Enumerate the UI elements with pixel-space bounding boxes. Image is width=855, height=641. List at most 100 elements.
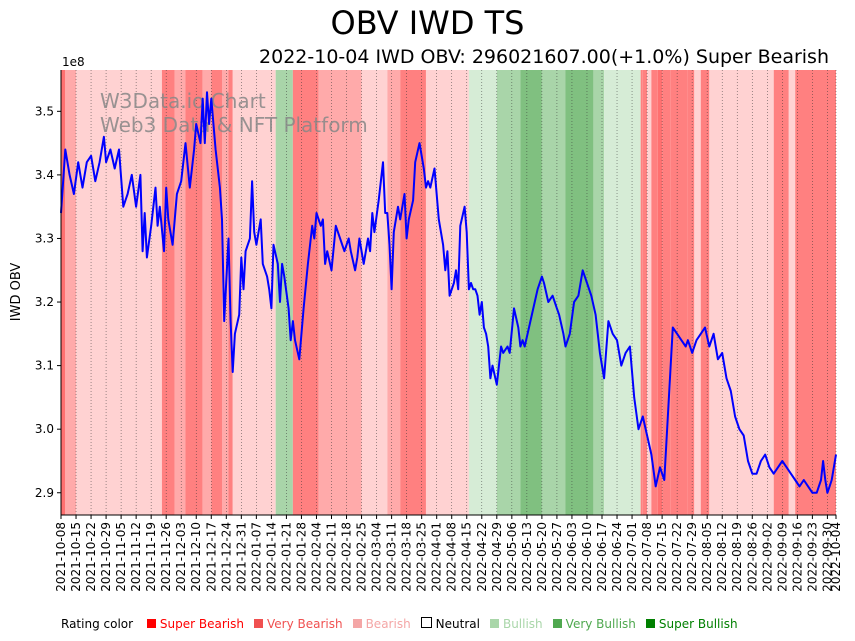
rating-band bbox=[161, 70, 175, 515]
y-tick-label: 2.9 bbox=[35, 486, 54, 500]
legend-label: Very Bullish bbox=[565, 617, 636, 631]
x-tick-label: 2022-02-11 bbox=[324, 522, 338, 592]
rating-band bbox=[211, 70, 223, 515]
x-tick-label: 2021-10-08 bbox=[54, 522, 68, 592]
legend-item: Bullish bbox=[489, 617, 543, 631]
rating-band bbox=[496, 70, 521, 515]
legend-swatch bbox=[146, 619, 156, 628]
rating-band bbox=[642, 70, 648, 515]
rating-band bbox=[387, 70, 401, 515]
x-tick-label: 2022-04-29 bbox=[490, 522, 504, 592]
x-tick-label: 2022-07-01 bbox=[625, 522, 639, 592]
x-tick-label: 2021-12-31 bbox=[234, 522, 248, 592]
x-tick-label: 2022-05-27 bbox=[550, 522, 564, 592]
x-tick-label: 2022-06-03 bbox=[565, 522, 579, 592]
rating-band bbox=[318, 70, 362, 515]
rating-band bbox=[662, 70, 671, 515]
x-tick-label: 2021-11-05 bbox=[114, 522, 128, 592]
y-tick-label: 3.1 bbox=[35, 359, 54, 373]
x-tick-label: 2022-06-24 bbox=[610, 522, 624, 592]
rating-legend: Rating color Super Bearish Very Bearish Be… bbox=[61, 617, 738, 631]
rating-band bbox=[604, 70, 641, 515]
y-multiplier-label: 1e8 bbox=[62, 55, 85, 69]
legend-label: Very Bearish bbox=[266, 617, 343, 631]
rating-band bbox=[361, 70, 388, 515]
rating-band bbox=[687, 70, 695, 515]
x-tick-label: 2021-10-22 bbox=[84, 522, 98, 592]
rating-band bbox=[700, 70, 710, 515]
rating-band bbox=[425, 70, 469, 515]
x-tick-label: 2022-03-18 bbox=[400, 522, 414, 592]
x-tick-label: 2022-08-19 bbox=[730, 522, 744, 592]
x-tick-label: 2022-02-18 bbox=[340, 522, 354, 592]
obv-line bbox=[60, 91, 837, 494]
rating-band bbox=[65, 70, 77, 515]
rating-band bbox=[709, 70, 774, 515]
x-tick-label: 2022-09-16 bbox=[790, 522, 804, 592]
legend-item: Bearish bbox=[352, 617, 411, 631]
legend-item: Super Bullish bbox=[645, 617, 738, 631]
legend-swatch bbox=[253, 619, 263, 628]
x-tick-label: 2022-01-07 bbox=[249, 522, 263, 592]
x-tick-label: 2022-05-13 bbox=[520, 522, 534, 592]
rating-band bbox=[76, 70, 162, 515]
x-tick-label: 2022-01-21 bbox=[279, 522, 293, 592]
x-tick-label: 2021-12-03 bbox=[174, 522, 188, 592]
x-tick-label: 2022-05-20 bbox=[535, 522, 549, 592]
rating-band bbox=[657, 70, 663, 515]
rating-band bbox=[694, 70, 701, 515]
x-tick-label: 2021-12-24 bbox=[219, 522, 233, 592]
legend-item: Very Bearish bbox=[253, 617, 343, 631]
chart-title: OBV IWD TS bbox=[330, 4, 525, 42]
rating-band bbox=[61, 70, 66, 515]
x-tick-label: 2021-12-10 bbox=[189, 522, 203, 592]
rating-band bbox=[400, 70, 426, 515]
legend-item: Super Bearish bbox=[146, 617, 244, 631]
x-tick-label: 2022-03-11 bbox=[385, 522, 399, 592]
x-tick-label: 2021-12-17 bbox=[204, 522, 218, 592]
rating-band bbox=[593, 70, 605, 515]
rating-band bbox=[275, 70, 293, 515]
x-tick-label: 2021-10-29 bbox=[99, 522, 113, 592]
rating-band bbox=[795, 70, 836, 515]
x-tick-label: 2022-06-10 bbox=[580, 522, 594, 592]
x-tick-label: 2022-07-29 bbox=[685, 522, 699, 592]
x-tick-label: 2022-06-17 bbox=[595, 522, 609, 592]
x-tick-label: 2022-08-26 bbox=[745, 522, 759, 592]
rating-band bbox=[640, 70, 643, 515]
x-tick-label: 2022-07-15 bbox=[655, 522, 669, 592]
legend-label: Super Bullish bbox=[658, 617, 738, 631]
legend-swatch bbox=[420, 617, 432, 628]
x-tick-label: 2021-11-12 bbox=[129, 522, 143, 592]
rating-band bbox=[773, 70, 789, 515]
x-tick-label: 2022-09-23 bbox=[805, 522, 819, 592]
watermark-text: W3Data.io Chart bbox=[100, 89, 266, 113]
y-tick-label: 3.2 bbox=[35, 295, 54, 309]
rating-band bbox=[520, 70, 542, 515]
x-tick-label: 2022-04-08 bbox=[445, 522, 459, 592]
rating-band bbox=[647, 70, 652, 515]
rating-band bbox=[788, 70, 796, 515]
x-tick-label: 2022-08-05 bbox=[700, 522, 714, 592]
x-tick-label: 2022-01-28 bbox=[294, 522, 308, 592]
x-tick-label: 2022-08-12 bbox=[715, 522, 729, 592]
x-tick-label: 2022-04-15 bbox=[460, 522, 474, 592]
y-tick-label: 3.4 bbox=[35, 168, 54, 182]
legend-label: Bullish bbox=[502, 617, 543, 631]
legend-swatch bbox=[489, 619, 499, 628]
x-tick-label: 2021-11-26 bbox=[159, 522, 173, 592]
rating-band bbox=[541, 70, 566, 515]
x-tick-label: 2022-02-25 bbox=[355, 522, 369, 592]
y-axis-label: IWD OBV bbox=[9, 263, 24, 322]
y-tick-label: 3.0 bbox=[35, 422, 54, 436]
x-tick-label: 2022-07-22 bbox=[670, 522, 684, 592]
x-tick-label: 2022-09-30 bbox=[820, 522, 834, 592]
watermark-text: Web3 Data & NFT Platform bbox=[100, 113, 368, 137]
rating-band bbox=[202, 70, 212, 515]
legend-label: Neutral bbox=[435, 617, 480, 631]
rating-band bbox=[174, 70, 186, 515]
rating-band bbox=[468, 70, 497, 515]
x-tick-label: 2022-04-01 bbox=[430, 522, 444, 592]
x-tick-label: 2022-01-14 bbox=[264, 522, 278, 592]
